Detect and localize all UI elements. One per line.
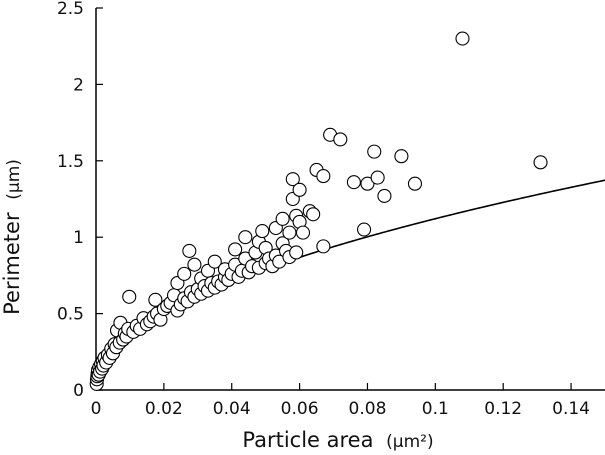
y-tick-label: 0 <box>73 381 84 401</box>
data-point <box>187 257 202 272</box>
data-point <box>533 155 548 170</box>
y-tick-label: 1.5 <box>57 152 84 172</box>
data-point <box>255 224 270 239</box>
data-point <box>333 132 348 147</box>
x-axis-unit: (µm²) <box>386 432 433 452</box>
data-point <box>282 225 297 240</box>
data-point <box>148 292 163 307</box>
data-point <box>357 222 372 237</box>
data-point <box>316 239 331 254</box>
y-axis-label: Perimeter <box>0 212 24 315</box>
ticks-group: 0 0.02 0.04 0.06 0.08 0.1 0.12 0.14 0 0.5 1 1.5 2 2.5 <box>57 0 590 419</box>
data-point <box>407 176 423 191</box>
data-point <box>238 230 253 245</box>
data-point <box>295 225 311 240</box>
x-axis-title: Particle area (µm²) <box>242 428 433 452</box>
data-point <box>306 207 321 222</box>
data-point <box>316 169 331 184</box>
data-point <box>346 175 361 190</box>
x-axis-label: Particle area <box>242 428 373 452</box>
data-point <box>367 144 382 159</box>
data-point <box>285 172 300 187</box>
data-point <box>182 243 197 258</box>
data-point <box>360 176 375 191</box>
y-tick-label: 1 <box>73 228 84 248</box>
data-point <box>377 188 392 203</box>
y-tick-label: 2.5 <box>57 0 84 19</box>
x-tick-label: 0.08 <box>349 399 387 419</box>
x-tick-label: 0.1 <box>422 399 449 419</box>
data-point <box>228 242 243 257</box>
data-point <box>122 289 137 304</box>
y-axis-unit: (µm) <box>4 159 24 200</box>
axes <box>95 8 605 391</box>
data-point <box>177 266 192 281</box>
x-tick-label: 0.02 <box>145 399 183 419</box>
data-point <box>289 245 304 260</box>
data-point <box>292 182 307 197</box>
data-point <box>370 170 385 185</box>
data-point <box>207 254 222 269</box>
data-point <box>275 211 290 226</box>
y-tick-label: 2 <box>73 75 84 95</box>
y-tick-label: 0.5 <box>57 305 84 325</box>
x-tick-label: 0.04 <box>213 399 251 419</box>
x-tick-label: 0.12 <box>484 399 522 419</box>
data-point <box>455 31 470 46</box>
x-tick-label: 0.14 <box>552 399 590 419</box>
y-axis-title: Perimeter (µm) <box>0 159 24 315</box>
data-point <box>394 149 409 164</box>
x-tick-label: 0 <box>91 399 102 419</box>
x-tick-label: 0.06 <box>281 399 319 419</box>
points-layer <box>89 31 548 391</box>
